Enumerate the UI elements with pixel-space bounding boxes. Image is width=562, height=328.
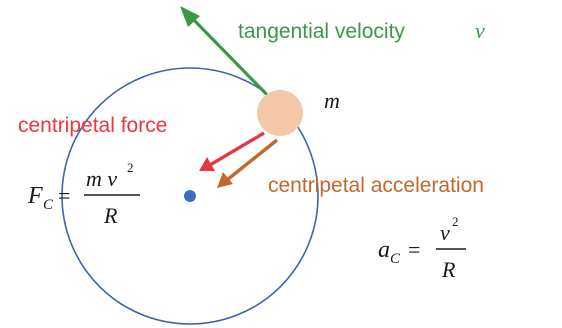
velocity-symbol: v [475, 18, 485, 43]
force-denominator: R [103, 203, 118, 228]
force-exponent: 2 [127, 160, 134, 175]
centripetal-acceleration-label: centripetal acceleration [268, 174, 484, 197]
force-subscript: C [43, 197, 54, 213]
force-symbol: F [27, 183, 43, 209]
mass-symbol: m [324, 88, 340, 113]
acceleration-arrow [217, 138, 279, 188]
acceleration-equals: = [408, 237, 420, 262]
acceleration-formula: a C = v 2 R [378, 214, 466, 282]
velocity-arrow [180, 6, 279, 107]
orbit-circle [61, 67, 319, 325]
centripetal-force-label: centripetal force [18, 114, 167, 137]
force-formula: F C = m v 2 R [27, 160, 140, 228]
tangential-velocity-label: tangential velocity [238, 20, 405, 43]
acceleration-symbol: a [378, 237, 390, 263]
acceleration-subscript: C [390, 251, 401, 267]
acceleration-exponent: 2 [452, 214, 459, 229]
force-arrow [199, 131, 265, 171]
force-numerator: m v [86, 166, 117, 191]
mass-ball [257, 90, 303, 136]
force-equals: = [58, 183, 70, 208]
acceleration-numerator: v [440, 220, 450, 245]
center-point [184, 190, 196, 202]
acceleration-denominator: R [441, 257, 456, 282]
